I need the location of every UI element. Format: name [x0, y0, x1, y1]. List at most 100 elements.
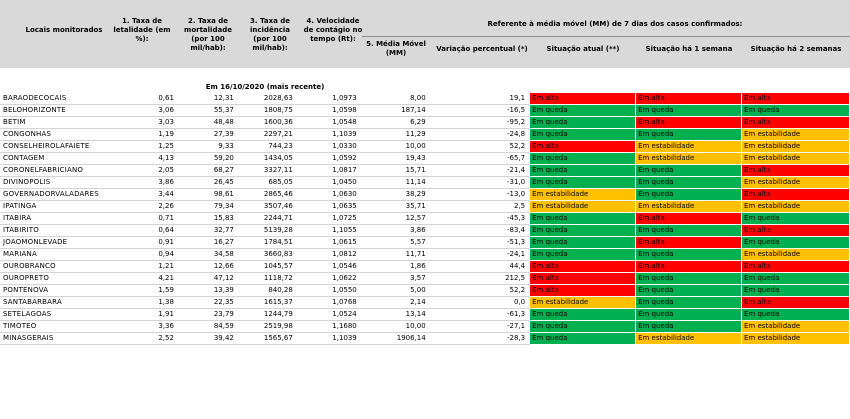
table-row: MARIANA 0,94 34,58 3660,83 1,0812 11,71 -24,1 E…	[0, 248, 850, 261]
location-name: CONSELHEIROLAFAIETE	[0, 140, 112, 153]
variacao-value: 19,1	[429, 92, 530, 105]
situacao-2-semanas-status: Em estabilidade	[741, 332, 850, 345]
incidencia-value: 2297,21	[237, 128, 297, 141]
table-row: OUROPRETO 4,21 47,12 1118,72 1,0622 3,57 212,5…	[0, 272, 850, 285]
mortalidade-value: 32,77	[177, 224, 238, 237]
incidencia-value: 685,05	[237, 176, 297, 189]
location-name: BELOHORIZONTE	[0, 104, 112, 117]
letalidade-value: 3,36	[111, 320, 178, 333]
situacao-1-semana-status: Em alta	[635, 260, 742, 273]
mortalidade-value: 39,42	[177, 332, 238, 345]
variacao-value: 0,0	[429, 296, 530, 309]
location-name: ITABIRITO	[0, 224, 112, 237]
rt-value: 1,0812	[296, 248, 361, 261]
situacao-2-semanas-status: Em alta	[741, 224, 850, 237]
situacao-1-semana-status: Em queda	[635, 176, 742, 189]
rt-value: 1,0546	[296, 260, 361, 273]
situacao-2-semanas-status: Em alta	[741, 188, 850, 201]
mortalidade-value: 68,27	[177, 164, 238, 177]
mortalidade-value: 98,61	[177, 188, 238, 201]
rt-value: 1,0622	[296, 272, 361, 285]
mortalidade-value: 16,27	[177, 236, 238, 249]
incidencia-value: 3507,46	[237, 200, 297, 213]
table-row: MINASGERAIS 2,52 39,42 1565,67 1,1039 1906,14…	[0, 332, 850, 345]
rt-value: 1,0450	[296, 176, 361, 189]
situacao-atual-status: Em queda	[529, 104, 637, 117]
header-situacao-atual: Situação atual (**)	[546, 45, 620, 53]
letalidade-value: 1,59	[111, 284, 178, 297]
media-movel-value: 35,71	[360, 200, 430, 213]
rt-value: 1,0615	[296, 236, 361, 249]
incidencia-value: 1244,79	[237, 308, 297, 321]
mortalidade-value: 34,58	[177, 248, 238, 261]
situacao-1-semana-status: Em queda	[635, 104, 742, 117]
situacao-2-semanas-status: Em estabilidade	[741, 320, 850, 333]
header-situacao-2-semanas: Situação há 2 semanas	[750, 45, 842, 53]
incidencia-value: 1434,05	[237, 152, 297, 165]
situacao-2-semanas-status: Em alta	[741, 116, 850, 129]
situacao-2-semanas-status: Em alta	[741, 260, 850, 273]
table-row: GOVERNADORVALADARES 3,44 98,61 2865,46 1,063…	[0, 188, 850, 201]
mortalidade-value: 48,48	[177, 116, 238, 129]
media-movel-value: 12,57	[360, 212, 430, 225]
mortalidade-value: 15,83	[177, 212, 238, 225]
situacao-2-semanas-status: Em queda	[741, 236, 850, 249]
location-name: JOAOMONLEVADE	[0, 236, 112, 249]
situacao-1-semana-status: Em queda	[635, 308, 742, 321]
incidencia-value: 3327,11	[237, 164, 297, 177]
incidencia-value: 840,28	[237, 284, 297, 297]
situacao-1-semana-status: Em alta	[635, 92, 742, 105]
variacao-value: -95,2	[429, 116, 530, 129]
location-name: BETIM	[0, 116, 112, 129]
media-movel-value: 5,00	[360, 284, 430, 297]
letalidade-value: 2,05	[111, 164, 178, 177]
situacao-1-semana-status: Em queda	[635, 320, 742, 333]
incidencia-value: 1784,51	[237, 236, 297, 249]
situacao-2-semanas-status: Em estabilidade	[741, 176, 850, 189]
media-movel-value: 10,00	[360, 140, 430, 153]
variacao-value: -83,4	[429, 224, 530, 237]
situacao-2-semanas-status: Em estabilidade	[741, 200, 850, 213]
letalidade-value: 0,64	[111, 224, 178, 237]
mortalidade-value: 55,37	[177, 104, 238, 117]
location-name: TIMOTEO	[0, 320, 112, 333]
rt-value: 1,0598	[296, 104, 361, 117]
situacao-atual-status: Em queda	[529, 152, 637, 165]
variacao-value: -31,0	[429, 176, 530, 189]
situacao-1-semana-status: Em queda	[635, 284, 742, 297]
media-movel-value: 6,29	[360, 116, 430, 129]
rt-value: 1,0635	[296, 200, 361, 213]
situacao-atual-status: Em queda	[529, 224, 637, 237]
situacao-1-semana-status: Em alta	[635, 236, 742, 249]
letalidade-value: 2,26	[111, 200, 178, 213]
letalidade-value: 1,21	[111, 260, 178, 273]
location-name: SANTABARBARA	[0, 296, 112, 309]
date-label: Em 16/10/2020 (mais recente)	[205, 83, 325, 91]
rt-value: 1,0592	[296, 152, 361, 165]
header-variacao: Variação percentual (*)	[436, 45, 528, 53]
location-name: CONGONHAS	[0, 128, 112, 141]
incidencia-value: 1565,67	[237, 332, 297, 345]
variacao-value: 212,5	[429, 272, 530, 285]
situacao-2-semanas-status: Em alta	[741, 296, 850, 309]
location-name: SETELAGOAS	[0, 308, 112, 321]
variacao-value: -24,8	[429, 128, 530, 141]
situacao-2-semanas-status: Em alta	[741, 92, 850, 105]
situacao-2-semanas-status: Em estabilidade	[741, 248, 850, 261]
location-name: OUROPRETO	[0, 272, 112, 285]
incidencia-value: 2865,46	[237, 188, 297, 201]
incidencia-value: 2244,71	[237, 212, 297, 225]
variacao-value: -24,1	[429, 248, 530, 261]
situacao-atual-status: Em queda	[529, 176, 637, 189]
letalidade-value: 1,91	[111, 308, 178, 321]
variacao-value: -61,3	[429, 308, 530, 321]
mortalidade-value: 12,66	[177, 260, 238, 273]
letalidade-value: 3,03	[111, 116, 178, 129]
situacao-atual-status: Em queda	[529, 308, 637, 321]
situacao-1-semana-status: Em queda	[635, 128, 742, 141]
incidencia-value: 744,23	[237, 140, 297, 153]
mortalidade-value: 26,45	[177, 176, 238, 189]
media-movel-value: 3,86	[360, 224, 430, 237]
situacao-atual-status: Em alta	[529, 140, 637, 153]
situacao-2-semanas-status: Em queda	[741, 212, 850, 225]
